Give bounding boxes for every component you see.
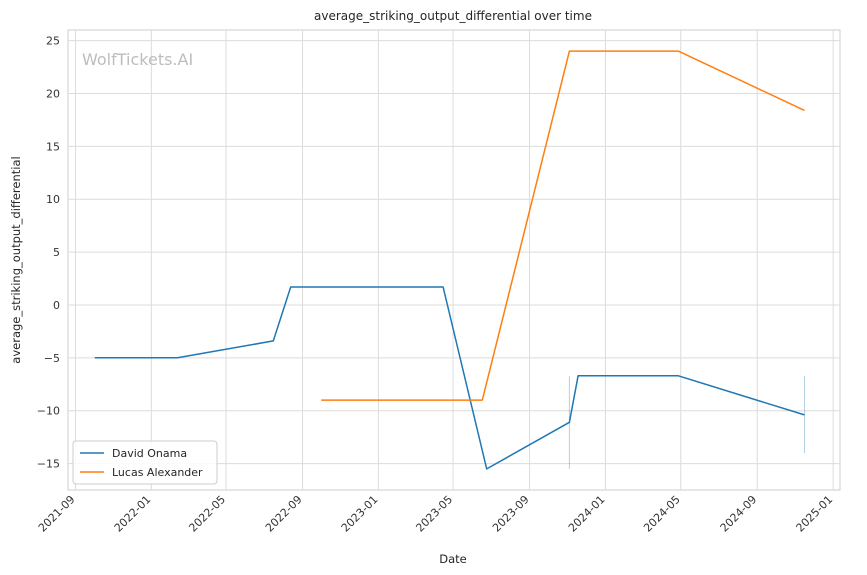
x-tick-label: 2023-01 xyxy=(339,493,381,535)
data-point-david-onama xyxy=(677,375,679,377)
y-tick-label: 5 xyxy=(53,246,60,259)
x-tick-label: 2021-09 xyxy=(36,493,78,535)
data-point-david-onama xyxy=(94,357,96,359)
y-tick-label: −10 xyxy=(37,405,60,418)
y-tick-label: 20 xyxy=(46,87,60,100)
x-tick-label: 2022-09 xyxy=(263,493,305,535)
x-tick-label: 2024-01 xyxy=(566,493,608,535)
x-tick-label: 2023-09 xyxy=(490,493,532,535)
data-point-david-onama xyxy=(804,414,806,416)
data-point-lucas-alexander xyxy=(320,399,322,401)
data-point-david-onama xyxy=(272,340,274,342)
data-point-david-onama xyxy=(486,468,488,470)
y-tick-label: −5 xyxy=(44,352,60,365)
legend: David Onama Lucas Alexander xyxy=(72,440,218,485)
series-line-david-onama xyxy=(94,286,805,470)
x-tick-label: 2022-05 xyxy=(186,493,228,535)
x-tick-label: 2022-01 xyxy=(112,493,154,535)
x-tick-label: 2024-05 xyxy=(641,493,683,535)
series-line-lucas-alexander xyxy=(321,50,805,401)
x-axis-title: Date xyxy=(439,552,467,566)
x-tick-label: 2024-09 xyxy=(718,493,760,535)
y-tick-label: 0 xyxy=(53,299,60,312)
legend-label-lucas-alexander: Lucas Alexander xyxy=(112,466,203,479)
plot-area xyxy=(67,29,841,491)
x-tick-label: 2023-05 xyxy=(413,493,455,535)
y-tick-label: 25 xyxy=(46,35,60,48)
data-point-lucas-alexander xyxy=(481,399,483,401)
y-tick-label: 15 xyxy=(46,140,60,153)
y-axis-title: average_striking_output_differential xyxy=(9,156,23,363)
data-point-david-onama xyxy=(176,357,178,359)
data-point-david-onama xyxy=(568,421,570,423)
y-tick-label: −15 xyxy=(37,458,60,471)
y-tick-label: 10 xyxy=(46,193,60,206)
data-point-david-onama xyxy=(442,286,444,288)
data-point-lucas-alexander xyxy=(568,50,570,52)
series-layer xyxy=(94,50,806,470)
data-point-lucas-alexander xyxy=(804,109,806,111)
legend-box xyxy=(72,440,218,485)
data-point-david-onama xyxy=(577,375,579,377)
x-tick-label: 2025-01 xyxy=(794,493,836,535)
chart-title: average_striking_output_differential ove… xyxy=(314,9,592,23)
data-point-lucas-alexander xyxy=(677,50,679,52)
legend-label-david-onama: David Onama xyxy=(112,447,187,460)
watermark: WolfTickets.AI xyxy=(82,50,193,69)
data-point-david-onama xyxy=(290,286,292,288)
